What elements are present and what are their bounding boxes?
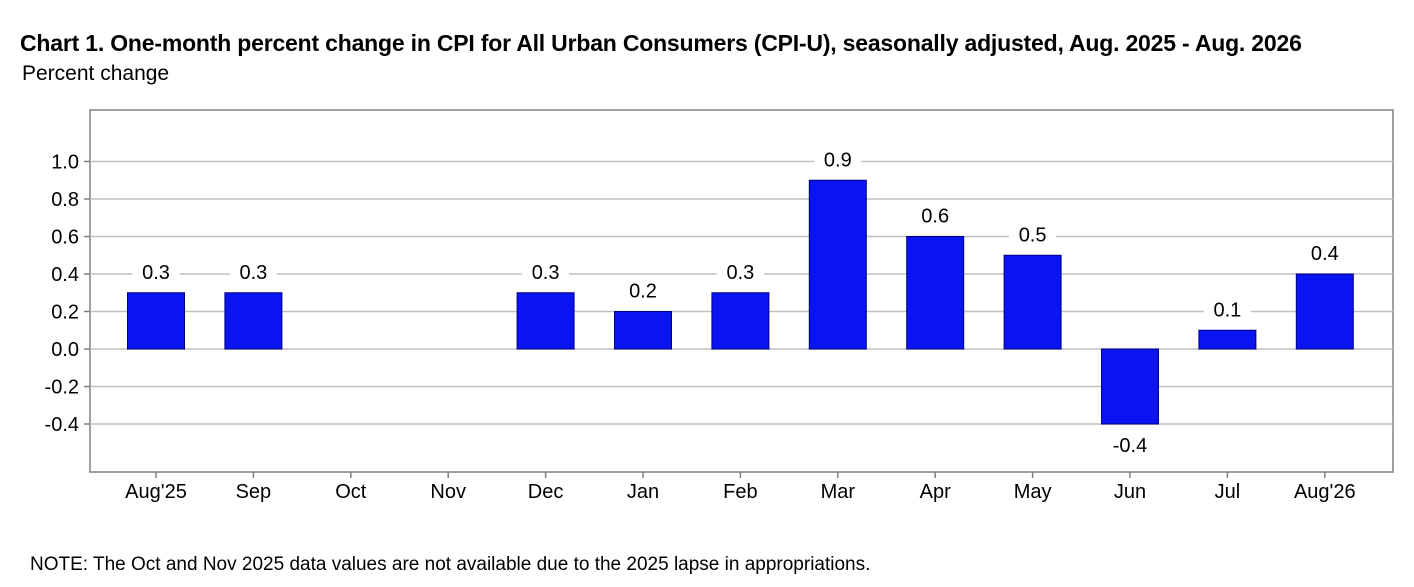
data-label-bg	[132, 259, 180, 284]
data-label: 0.3	[142, 262, 170, 284]
data-label: 0.5	[1019, 224, 1047, 246]
x-tick-label: Sep	[236, 481, 272, 503]
bar	[224, 292, 283, 350]
y-tick-label: 0.0	[51, 339, 79, 361]
bar	[614, 311, 672, 350]
x-tick-label: Jun	[1114, 481, 1146, 503]
bar	[516, 292, 575, 350]
bar	[1003, 254, 1062, 350]
y-tick-label: -0.4	[45, 414, 79, 436]
bar	[127, 292, 185, 350]
y-tick-label: 0.8	[51, 189, 79, 211]
y-tick-label: -0.2	[45, 377, 79, 399]
plot-frame	[89, 109, 1394, 473]
bar	[906, 236, 965, 350]
data-label: 0.3	[239, 262, 267, 284]
y-tick-label: 0.2	[51, 302, 79, 324]
x-tick-label: Jul	[1215, 481, 1241, 503]
data-label: 0.6	[921, 206, 949, 228]
y-tick-label: 1.0	[51, 152, 79, 174]
data-label-bg	[1101, 433, 1159, 457]
x-tick-label: Dec	[528, 481, 564, 503]
x-tick-label: Oct	[335, 481, 367, 503]
data-label-bg	[1301, 241, 1349, 265]
data-label: 0.3	[532, 262, 560, 284]
x-tick-label: May	[1014, 481, 1052, 503]
chart-subtitle: Percent change	[22, 62, 170, 85]
x-tick-label: Nov	[430, 481, 466, 503]
x-tick-label: Aug'26	[1294, 481, 1356, 503]
bar	[1101, 348, 1159, 425]
chart-title: Chart 1. One-month percent change in CPI…	[20, 30, 1302, 56]
data-label-bg	[1203, 297, 1251, 322]
data-label: 0.1	[1213, 299, 1241, 321]
data-label-bg	[522, 259, 570, 284]
y-tick-label: 0.6	[51, 227, 79, 249]
data-label: 0.3	[726, 262, 754, 284]
data-label-bg	[1009, 222, 1057, 247]
bar	[1198, 329, 1257, 350]
bar	[808, 179, 867, 350]
x-tick-label: Mar	[821, 481, 856, 503]
x-tick-label: Jan	[627, 481, 659, 503]
data-label: -0.4	[1113, 435, 1147, 457]
y-tick-label: 0.4	[51, 264, 79, 286]
x-tick-label: Feb	[723, 481, 757, 503]
bar	[711, 292, 770, 350]
data-label: 0.9	[824, 149, 852, 171]
chart-note: NOTE: The Oct and Nov 2025 data values a…	[30, 554, 871, 575]
data-label-bg	[911, 203, 959, 228]
data-label-bg	[814, 147, 862, 172]
data-label-bg	[716, 259, 764, 284]
data-label: 0.4	[1311, 243, 1339, 265]
data-label: 0.2	[629, 281, 657, 303]
data-label-bg	[229, 259, 277, 284]
bar	[1295, 273, 1354, 350]
data-label-bg	[619, 278, 667, 303]
x-tick-label: Apr	[920, 481, 951, 503]
x-tick-label: Aug'25	[125, 481, 187, 503]
